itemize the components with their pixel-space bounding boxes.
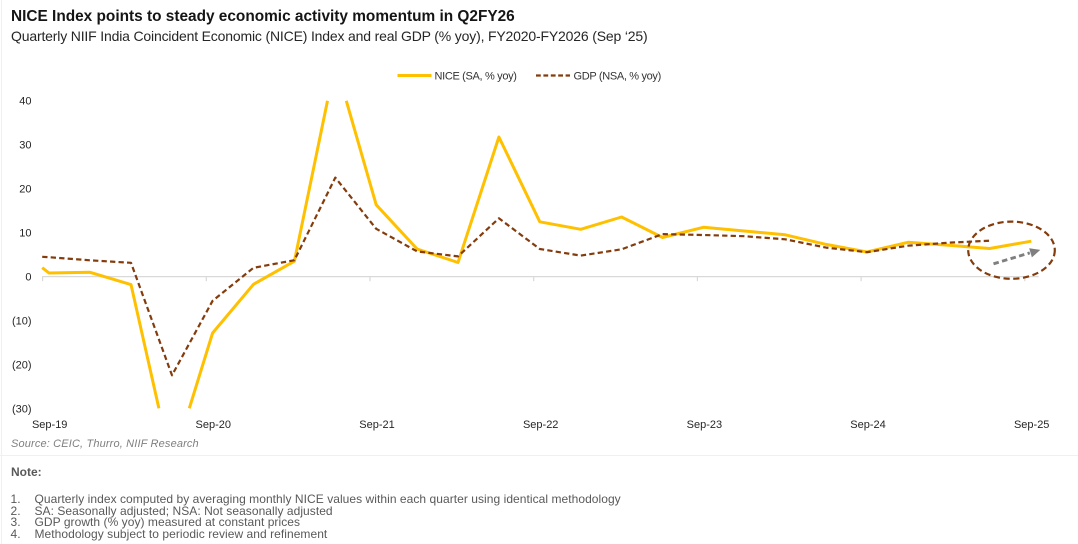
- svg-text:Sep-21: Sep-21: [359, 419, 394, 431]
- svg-text:(10): (10): [12, 316, 32, 328]
- svg-text:NICE (SA, % yoy): NICE (SA, % yoy): [435, 71, 517, 83]
- svg-text:GDP (NSA, % yoy): GDP (NSA, % yoy): [574, 71, 661, 83]
- svg-text:20: 20: [19, 184, 31, 196]
- svg-text:40: 40: [19, 96, 31, 108]
- svg-text:Sep-25: Sep-25: [1014, 419, 1049, 431]
- svg-text:Sep-22: Sep-22: [523, 419, 558, 431]
- svg-text:(30): (30): [12, 404, 32, 416]
- svg-text:10: 10: [19, 228, 31, 240]
- svg-text:0: 0: [25, 272, 31, 284]
- svg-text:30: 30: [19, 140, 31, 152]
- svg-text:Sep-23: Sep-23: [687, 419, 722, 431]
- svg-text:Sep-20: Sep-20: [196, 419, 231, 431]
- svg-text:(20): (20): [12, 360, 32, 372]
- svg-text:Sep-24: Sep-24: [850, 419, 885, 431]
- svg-text:Sep-19: Sep-19: [32, 419, 67, 431]
